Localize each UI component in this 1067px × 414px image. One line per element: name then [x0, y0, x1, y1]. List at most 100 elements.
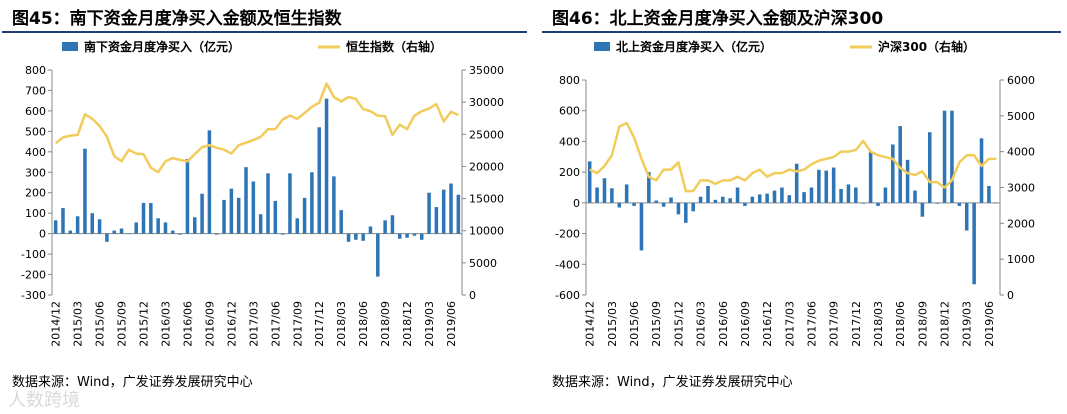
bar — [97, 219, 102, 234]
northbound-csi300-chart: 北上资金月度净买入（亿元） 沪深300（右轴） -600 -400 -200 0 200 40… — [555, 39, 1035, 347]
legend-label: 沪深300（右轴） — [878, 39, 975, 54]
y-right-tick-label: 3000 — [1007, 182, 1035, 195]
x-tick-label: 2014/12 — [584, 301, 597, 347]
y-left-tick-label: -400 — [555, 258, 580, 271]
bar — [427, 192, 431, 234]
bar — [654, 200, 659, 203]
bar — [854, 187, 858, 203]
bar — [295, 218, 300, 234]
y-left-tick-label: 800 — [25, 64, 46, 77]
bar — [794, 163, 799, 203]
x-tick-label: 2014/12 — [50, 301, 63, 347]
bar — [691, 202, 695, 212]
bar — [905, 159, 910, 203]
figure-45-panel: 图45：南下资金月度净买入金额及恒生指数 南下资金月度净买入（亿元） 恒生指数（右… — [0, 0, 533, 414]
bar — [273, 200, 278, 234]
source-note: 数据来源：Wind，广发证券发展研究中心 — [552, 375, 793, 390]
y-left-tick-label: 700 — [25, 84, 46, 97]
x-tick-label: 2016/12 — [225, 301, 238, 347]
x-tick-label: 2015/06 — [628, 301, 641, 347]
bar — [149, 202, 153, 234]
bar — [178, 233, 182, 235]
bar — [236, 197, 241, 234]
bar — [258, 214, 263, 234]
bar — [105, 233, 109, 242]
y-right-tick-label: 10000 — [469, 225, 504, 238]
y-right-tick-label: 4000 — [1007, 146, 1035, 159]
legend-label: 北上资金月度净买入（亿元） — [616, 39, 772, 54]
bar — [193, 217, 197, 234]
x-tick-label: 2016/03 — [695, 301, 708, 347]
y-left-tick-label: -300 — [21, 289, 46, 302]
x-tick-label: 2016/09 — [203, 301, 216, 347]
bar — [706, 185, 710, 203]
bar — [846, 184, 851, 203]
bar — [112, 230, 116, 234]
x-tick-label: 2015/09 — [116, 301, 129, 347]
bar — [595, 187, 599, 203]
y-right-tick-label: 30000 — [469, 96, 504, 109]
bar — [898, 126, 902, 203]
bar — [324, 98, 329, 234]
figure-46-panel: 图46：北上资金月度净买入金额及沪深300 北上资金月度净买入（亿元） 沪深300… — [540, 0, 1067, 414]
y-left-tick-label: 100 — [25, 207, 46, 220]
x-tick-label: 2018/03 — [872, 301, 885, 347]
x-tick-label: 2018/06 — [357, 301, 370, 347]
bar — [346, 233, 351, 242]
x-tick-label: 2016/03 — [159, 301, 172, 347]
x-tick-label: 2019/06 — [983, 301, 996, 347]
bar — [405, 233, 409, 238]
figure-title-bar: 图46：北上资金月度净买入金额及沪深300 — [540, 0, 1067, 33]
bar — [972, 202, 976, 285]
bar — [787, 195, 792, 203]
y-left-tick-label: 500 — [25, 125, 46, 138]
bar — [332, 176, 336, 234]
y-right-tick-label: 35000 — [469, 64, 504, 77]
bar — [610, 188, 614, 203]
y-right-tick-label: 15000 — [469, 193, 504, 206]
bar — [587, 161, 592, 203]
bar — [141, 202, 146, 234]
y-left-tick-label: -200 — [21, 269, 46, 282]
y-right-tick-label: 5000 — [1007, 110, 1035, 123]
bar — [171, 230, 175, 234]
legend-label: 恒生指数（右轴） — [346, 39, 442, 54]
y-left-tick-label: 400 — [559, 135, 580, 148]
x-tick-label: 2017/12 — [850, 301, 863, 347]
x-tick-label: 2017/06 — [805, 301, 818, 347]
bar — [207, 130, 212, 234]
x-tick-label: 2017/03 — [783, 301, 796, 347]
x-tick-label: 2019/06 — [445, 301, 458, 347]
x-tick-label: 2015/03 — [72, 301, 85, 347]
bar — [398, 233, 402, 239]
bar — [127, 233, 131, 235]
bar — [891, 144, 895, 203]
bar — [134, 222, 138, 234]
bar — [434, 207, 439, 234]
bar — [935, 202, 939, 204]
bar — [817, 169, 821, 203]
bar — [280, 233, 285, 235]
y-left-tick-label: -100 — [21, 248, 46, 261]
x-tick-label: 2016/06 — [717, 301, 730, 347]
y-right-tick-label: 25000 — [469, 128, 504, 141]
bar — [994, 202, 999, 204]
y-right-tick-label: 5000 — [469, 257, 497, 270]
bar — [772, 190, 777, 203]
bar — [449, 183, 453, 234]
x-tick-label: 2017/03 — [247, 301, 260, 347]
x-tick-label: 2018/12 — [401, 301, 414, 347]
x-tick-label: 2017/09 — [828, 301, 841, 347]
bar — [913, 190, 917, 203]
x-tick-label: 2017/09 — [291, 301, 304, 347]
bar — [684, 202, 688, 223]
x-tick-label: 2018/06 — [894, 301, 907, 347]
x-tick-label: 2016/09 — [739, 301, 752, 347]
bar — [676, 202, 681, 215]
bar — [950, 110, 954, 203]
x-tick-label: 2019/03 — [423, 301, 436, 347]
bar — [757, 194, 762, 203]
bar — [669, 197, 673, 203]
y-right-tick-label: 0 — [469, 289, 476, 302]
